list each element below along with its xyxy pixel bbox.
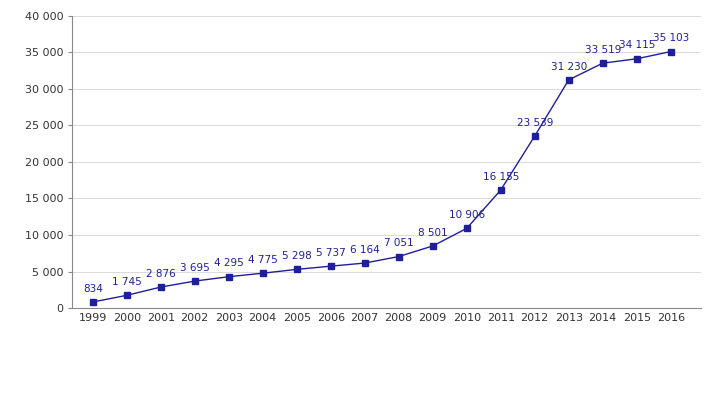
Text: 10 906: 10 906 [449,210,484,220]
Text: 31 230: 31 230 [551,62,587,71]
Text: 4 775: 4 775 [248,255,278,265]
Text: 23 539: 23 539 [516,118,553,128]
Text: 6 164: 6 164 [350,245,380,255]
Text: 1 745: 1 745 [112,277,142,287]
Text: 3 695: 3 695 [180,263,210,273]
Text: 34 115: 34 115 [618,40,655,51]
Text: 834: 834 [82,284,103,293]
Text: 35 103: 35 103 [653,33,689,43]
Text: 5 737: 5 737 [316,248,346,258]
Text: 16 155: 16 155 [482,172,519,182]
Text: 8 501: 8 501 [418,228,448,238]
Text: 2 876: 2 876 [146,269,176,279]
Text: 33 519: 33 519 [584,45,621,55]
Text: 4 295: 4 295 [214,258,244,268]
Text: 7 051: 7 051 [384,238,414,248]
Text: 5 298: 5 298 [282,251,312,261]
